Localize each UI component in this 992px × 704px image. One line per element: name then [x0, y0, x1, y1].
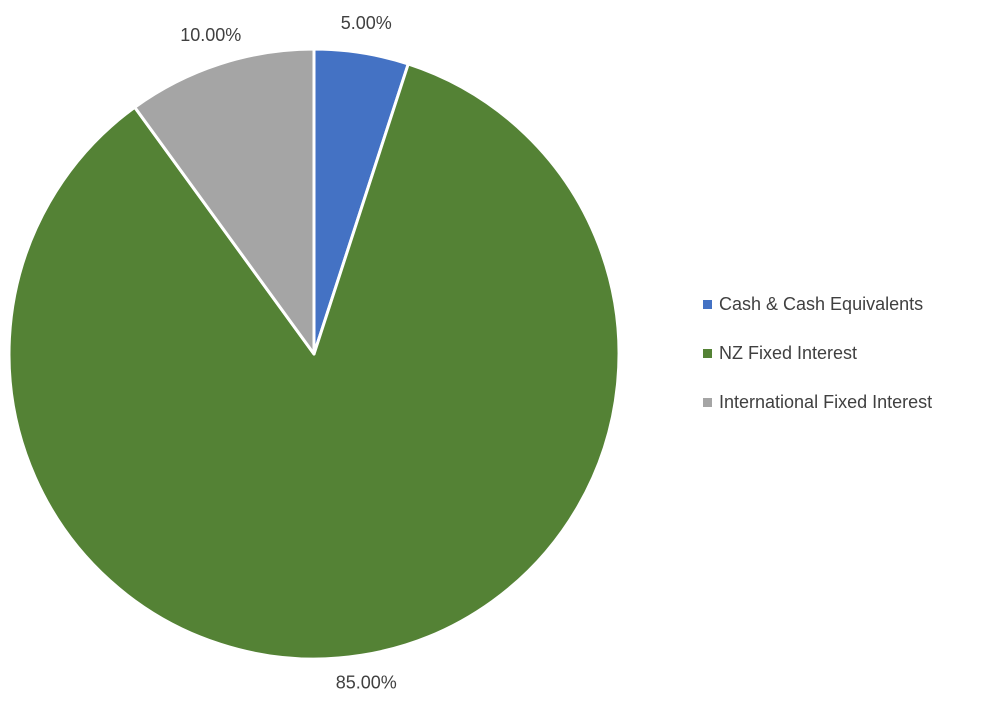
legend-item-cash: Cash & Cash Equivalents — [703, 292, 992, 316]
data-labels: 5.00% 85.00% 10.00% — [180, 13, 397, 693]
data-label-cash: 5.00% — [341, 13, 392, 33]
legend-label-nz-fixed-interest: NZ Fixed Interest — [719, 342, 858, 363]
legend-swatch-cash — [703, 299, 712, 309]
data-label-international-fixed-interest: 10.00% — [180, 25, 241, 45]
legend-label-international-fixed-interest: International Fixed Interest — [719, 391, 933, 412]
legend-label-cash: Cash & Cash Equivalents — [719, 293, 924, 314]
pie-slices — [7, 47, 621, 661]
pie-slice-international-fixed-interest — [133, 47, 316, 356]
legend: Cash & Cash Equivalents NZ Fixed Interes… — [703, 292, 992, 439]
pie-slice-nz-fixed-interest — [7, 62, 621, 661]
legend-item-international-fixed-interest: International Fixed Interest — [703, 390, 992, 414]
data-label-nz-fixed-interest: 85.00% — [336, 673, 397, 693]
legend-swatch-nz-fixed-interest — [703, 348, 712, 358]
legend-item-nz-fixed-interest: NZ Fixed Interest — [703, 341, 992, 365]
legend-swatch-international-fixed-interest — [703, 397, 712, 407]
